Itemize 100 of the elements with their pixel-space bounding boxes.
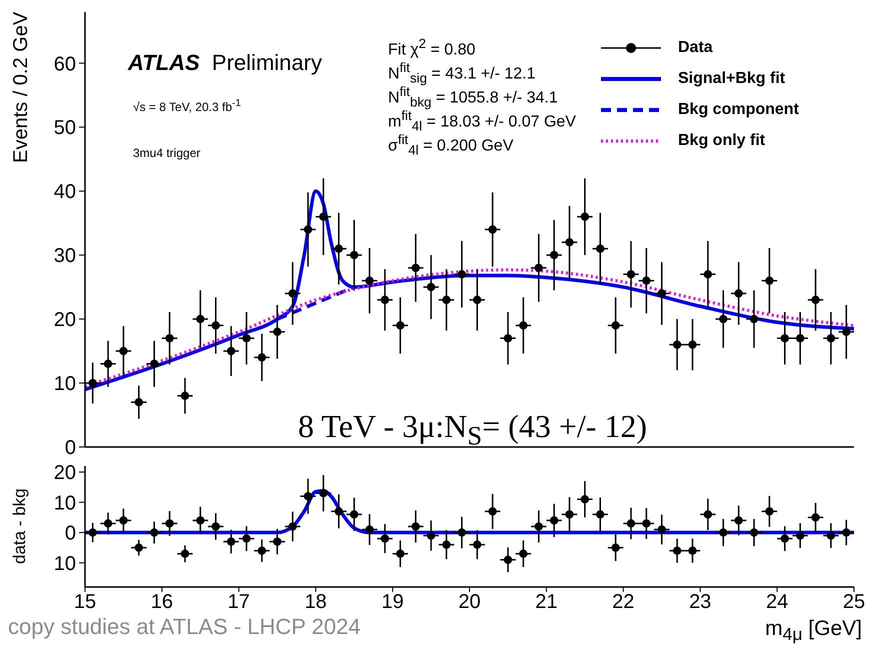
text: copy studies at ATLAS - LHCP 2024 [8, 614, 361, 640]
point [688, 340, 697, 349]
point [719, 314, 728, 324]
point [811, 513, 820, 522]
annotation: 3mu4 trigger [133, 146, 200, 160]
point [750, 314, 758, 324]
point [596, 510, 604, 519]
point [396, 321, 404, 330]
point [458, 528, 466, 537]
x-tick-label: 18 [304, 591, 327, 614]
y-tick-label: 40 [54, 181, 76, 204]
point [811, 296, 820, 304]
legend-label: Bkg component [678, 100, 799, 118]
annotation: N$^{fit}$$_{bkg}$ = 1055.8 +/- 34.1 [388, 84, 558, 110]
x-tick-label: 19 [381, 591, 404, 614]
point [672, 546, 682, 555]
point [826, 531, 836, 540]
x-tick-label: 16 [150, 591, 174, 614]
x-tick-label: 25 [842, 591, 866, 614]
y-tick-label: 10 [54, 552, 76, 575]
point [226, 346, 236, 356]
annotation: σ$^{fit}$$_{4l}$ = 0.200 GeV [388, 132, 514, 158]
point [842, 328, 850, 336]
point [611, 321, 620, 330]
point [719, 528, 728, 537]
point [426, 531, 436, 540]
point [519, 321, 528, 330]
point [165, 334, 174, 342]
point [658, 289, 666, 298]
point [212, 522, 220, 531]
point [780, 534, 789, 543]
x-tick-label: 15 [74, 591, 96, 614]
point [550, 250, 558, 260]
x-axis-title: m$_{4μ}$ [GeV] [765, 617, 862, 646]
point [442, 540, 451, 549]
point [242, 534, 251, 543]
point [273, 328, 282, 336]
point [550, 516, 558, 525]
point [504, 556, 512, 564]
point [180, 392, 190, 400]
point [796, 531, 804, 540]
point [473, 296, 482, 304]
point [334, 507, 343, 516]
point [765, 276, 774, 285]
point [473, 540, 482, 549]
annotation: Fit χ$^{2}$ = 0.80 [388, 36, 476, 60]
point [350, 250, 358, 260]
point [104, 360, 112, 368]
point [380, 534, 390, 543]
point [780, 334, 789, 342]
point [488, 225, 497, 234]
point [565, 510, 574, 519]
point [258, 546, 266, 555]
y-tick-label: 50 [54, 117, 76, 140]
point [88, 528, 97, 537]
annotation: 8 TeV - 3μ:N$_{S}$= (43 +/- 12) [298, 408, 648, 452]
y-tick-label: 10 [54, 492, 76, 514]
x-tick-label: 22 [612, 591, 634, 614]
point [796, 334, 804, 342]
annotation: N$^{fit}$$_{sig}$ = 43.1 +/- 12.1 [388, 60, 536, 86]
point [119, 346, 128, 356]
point [458, 270, 466, 278]
line-series [85, 489, 854, 534]
point [365, 525, 374, 534]
y-tick-label: 30 [54, 245, 76, 268]
point [658, 525, 666, 534]
point [226, 537, 236, 546]
point [396, 550, 404, 558]
x-tick-label: 17 [228, 591, 250, 614]
point [504, 334, 512, 342]
point [626, 270, 636, 278]
point [134, 398, 144, 406]
point [519, 550, 528, 558]
point [288, 289, 297, 298]
point [580, 212, 590, 221]
point [672, 340, 682, 349]
annotation: m$^{fit}$$_{4l}$ = 18.03 +/- 0.07 GeV [388, 108, 576, 134]
point [273, 537, 282, 546]
x-tick-label: 24 [766, 591, 788, 614]
point [565, 238, 574, 246]
point [626, 519, 636, 528]
y-axis-title: Events / 0.2 GeV [10, 12, 33, 166]
point [380, 296, 390, 304]
point [411, 264, 420, 272]
point [642, 519, 651, 528]
point [704, 270, 712, 278]
y-tick-label: 0 [64, 437, 76, 460]
y-tick-label: 60 [54, 53, 76, 76]
point [258, 353, 266, 362]
point [334, 244, 343, 253]
line-series [85, 189, 854, 392]
legend-label: Signal+Bkg fit [678, 70, 786, 88]
y-tick-label: 0 [64, 522, 76, 545]
point [150, 528, 158, 537]
point [88, 378, 97, 388]
point [642, 276, 651, 285]
point [488, 507, 497, 516]
point [319, 489, 328, 498]
point [119, 516, 128, 525]
point [734, 289, 743, 298]
